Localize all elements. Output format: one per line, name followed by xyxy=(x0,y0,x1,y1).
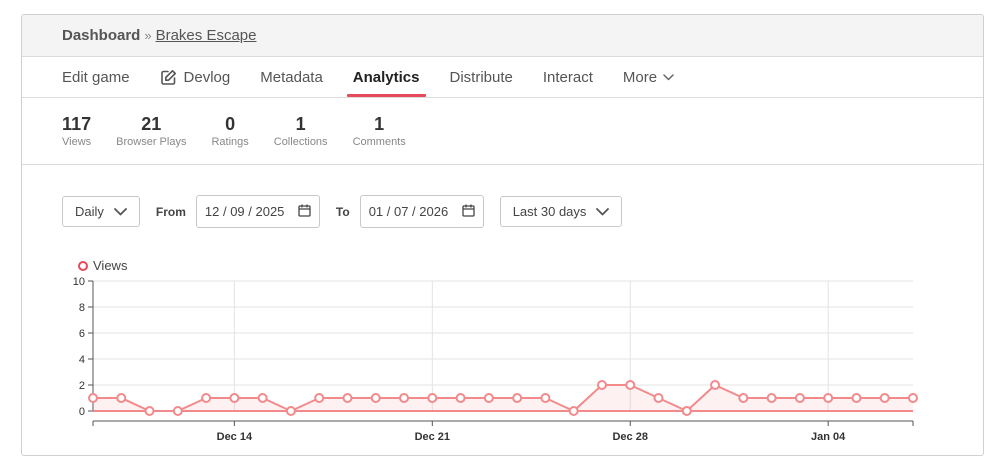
data-point xyxy=(229,393,240,403)
data-point xyxy=(766,393,777,403)
breadcrumb: Dashboard » Brakes Escape xyxy=(22,15,983,57)
analytics-panel: Dashboard » Brakes Escape Edit game Devl… xyxy=(21,14,984,456)
stat-value: 1 xyxy=(374,114,385,134)
y-tick-label: 0 xyxy=(79,406,85,418)
y-tick-label: 4 xyxy=(79,354,85,366)
tab-label: Edit game xyxy=(62,68,130,86)
date-range-value: Last 30 days xyxy=(512,204,587,219)
breadcrumb-game-link[interactable]: Brakes Escape xyxy=(155,27,257,44)
stat-label: Ratings xyxy=(211,136,249,148)
edit-icon xyxy=(160,69,177,86)
tab-metadata[interactable]: Metadata xyxy=(260,57,323,97)
data-point xyxy=(879,393,890,403)
breadcrumb-dashboard[interactable]: Dashboard xyxy=(62,27,141,44)
data-point xyxy=(144,406,155,416)
date-range-select[interactable]: Last 30 days xyxy=(499,196,623,227)
tab-devlog[interactable]: Devlog xyxy=(160,57,231,97)
x-tick-label: Dec 21 xyxy=(415,431,450,443)
stat-views[interactable]: 117 Views xyxy=(62,114,91,148)
data-point xyxy=(427,393,438,403)
legend-label: Views xyxy=(93,258,128,273)
calendar-icon[interactable] xyxy=(298,204,311,220)
tab-bar: Edit game Devlog Metadata Analytics Dist… xyxy=(22,57,983,98)
data-point xyxy=(88,393,98,403)
legend-marker xyxy=(78,261,88,271)
stat-comments[interactable]: 1 Comments xyxy=(353,114,406,148)
data-point xyxy=(738,393,749,403)
stats-bar: 117 Views 21 Browser Plays 0 Ratings 1 C… xyxy=(22,98,983,165)
data-point xyxy=(455,393,466,403)
tab-edit-game[interactable]: Edit game xyxy=(62,57,130,97)
data-point xyxy=(342,393,353,403)
data-point xyxy=(908,393,918,403)
data-point xyxy=(596,380,607,390)
stat-value: 1 xyxy=(295,114,306,134)
analytics-controls: Daily From 12 / 09 / 2025 To 01 / 07 / 2… xyxy=(62,195,623,228)
to-date-input[interactable]: 01 / 07 / 2026 xyxy=(359,195,484,228)
tab-label: Interact xyxy=(542,68,593,86)
tab-label: Metadata xyxy=(260,68,323,86)
data-point xyxy=(794,393,805,403)
to-date-value: 01 / 07 / 2026 xyxy=(368,204,449,219)
data-point xyxy=(653,393,664,403)
stat-ratings[interactable]: 0 Ratings xyxy=(211,114,248,148)
calendar-icon[interactable] xyxy=(462,204,475,220)
chevron-down-icon xyxy=(663,73,674,81)
stat-label: Collections xyxy=(273,136,328,148)
stat-label: Comments xyxy=(352,136,406,148)
tab-label: Analytics xyxy=(352,68,420,86)
stat-collections[interactable]: 1 Collections xyxy=(274,114,328,148)
data-point xyxy=(314,393,325,403)
y-tick-label: 8 xyxy=(79,302,85,314)
data-point xyxy=(710,380,721,390)
interval-value: Daily xyxy=(75,204,104,219)
chevron-down-icon xyxy=(114,207,127,216)
data-point xyxy=(851,393,862,403)
stat-value: 0 xyxy=(225,114,236,134)
chevron-down-icon xyxy=(596,207,610,216)
views-chart: 0 2 4 6 8 10 Dec 14 Dec 21 Dec 28 Jan 04 Views xyxy=(73,258,918,443)
tab-analytics[interactable]: Analytics xyxy=(346,57,426,97)
tab-label: Distribute xyxy=(449,68,513,86)
breadcrumb-separator: » xyxy=(144,28,152,43)
tab-distribute[interactable]: Distribute xyxy=(450,57,513,97)
stat-value: 21 xyxy=(141,114,162,134)
y-tick-label: 10 xyxy=(73,276,85,288)
tab-label: More xyxy=(622,68,658,86)
interval-select[interactable]: Daily xyxy=(62,196,140,227)
stat-label: Views xyxy=(62,136,92,148)
data-point xyxy=(512,393,523,403)
to-label: To xyxy=(335,204,350,219)
data-point xyxy=(285,406,296,416)
from-label: From xyxy=(155,204,186,219)
stat-label: Browser Plays xyxy=(116,136,187,148)
stat-value: 117 xyxy=(62,114,92,134)
y-tick-label: 2 xyxy=(79,380,85,392)
data-point xyxy=(568,406,579,416)
from-date-value: 12 / 09 / 2025 xyxy=(204,204,285,219)
data-point xyxy=(257,393,268,403)
tab-more[interactable]: More xyxy=(623,57,674,97)
data-point xyxy=(823,393,834,403)
from-date-input[interactable]: 12 / 09 / 2025 xyxy=(195,195,320,228)
data-point xyxy=(116,393,127,403)
stat-browser-plays[interactable]: 21 Browser Plays xyxy=(116,114,186,148)
tab-label: Devlog xyxy=(183,68,231,86)
x-tick-label: Dec 14 xyxy=(217,431,253,443)
data-point xyxy=(483,393,494,403)
data-point xyxy=(540,393,551,403)
data-point xyxy=(201,393,212,403)
tab-interact[interactable]: Interact xyxy=(543,57,593,97)
data-point xyxy=(172,406,183,416)
data-point xyxy=(625,380,636,390)
data-point xyxy=(370,393,381,403)
data-point xyxy=(681,406,692,416)
data-point xyxy=(399,393,410,403)
x-tick-label: Dec 28 xyxy=(612,431,647,443)
x-tick-label: Jan 04 xyxy=(811,431,846,443)
y-tick-label: 6 xyxy=(79,328,85,340)
